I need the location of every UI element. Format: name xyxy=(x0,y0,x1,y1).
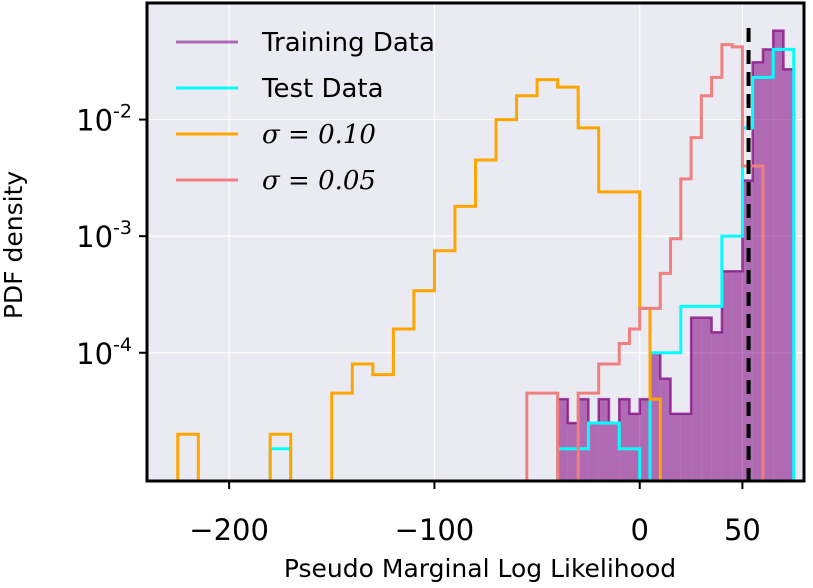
x-tick-label: 50 xyxy=(724,513,761,547)
legend-label-test: Test Data xyxy=(261,74,384,104)
x-axis-label: Pseudo Marginal Log Likelihood xyxy=(284,554,676,583)
y-axis-label: PDF density xyxy=(0,171,28,320)
series-0-05 xyxy=(525,43,774,483)
x-axis-ticks: −200 −100 0 50 xyxy=(189,481,761,547)
step-0-05 xyxy=(525,43,774,483)
bar-training-data xyxy=(578,399,589,481)
y-tick-label: 10-4 xyxy=(76,334,132,371)
bar-training-data xyxy=(691,317,702,481)
bar-training-data xyxy=(608,422,620,481)
y-tick-label: 10-3 xyxy=(76,217,132,254)
bar-training-data xyxy=(680,413,692,481)
bar-training-data xyxy=(557,399,568,481)
x-tick-label: −200 xyxy=(189,513,269,547)
bar-training-data xyxy=(742,180,753,481)
bar-training-data xyxy=(701,317,712,481)
x-tick-label: 0 xyxy=(631,513,649,547)
bar-training-data xyxy=(598,399,609,481)
bar-training-data xyxy=(721,271,733,481)
bar-training-data xyxy=(619,399,630,481)
legend-label-training: Training Data xyxy=(261,28,435,58)
bar-training-data xyxy=(588,422,599,481)
bar-training-data xyxy=(732,271,743,481)
bar-training-data xyxy=(639,399,651,481)
plot-frame xyxy=(145,1,806,483)
legend-label-sigma-010: σ = 0.10 xyxy=(262,120,376,150)
bar-training-data xyxy=(650,352,661,481)
bar-training-data xyxy=(670,413,681,481)
bar-training-data xyxy=(567,422,579,481)
x-tick-label: −100 xyxy=(395,513,475,547)
bar-training-data xyxy=(783,69,794,481)
legend: Training Data Test Data σ = 0.10 σ = 0.0… xyxy=(176,28,435,196)
bar-training-data xyxy=(711,332,722,481)
y-axis-ticks: 10-2 10-3 10-4 xyxy=(76,101,147,371)
bar-training-data xyxy=(762,49,774,481)
y-tick-label: 10-2 xyxy=(76,101,132,138)
series-layer xyxy=(176,29,796,483)
bar-training-data xyxy=(773,30,784,481)
legend-label-sigma-005: σ = 0.05 xyxy=(262,166,376,196)
bar-training-data xyxy=(752,62,763,482)
bar-training-data xyxy=(660,378,671,481)
